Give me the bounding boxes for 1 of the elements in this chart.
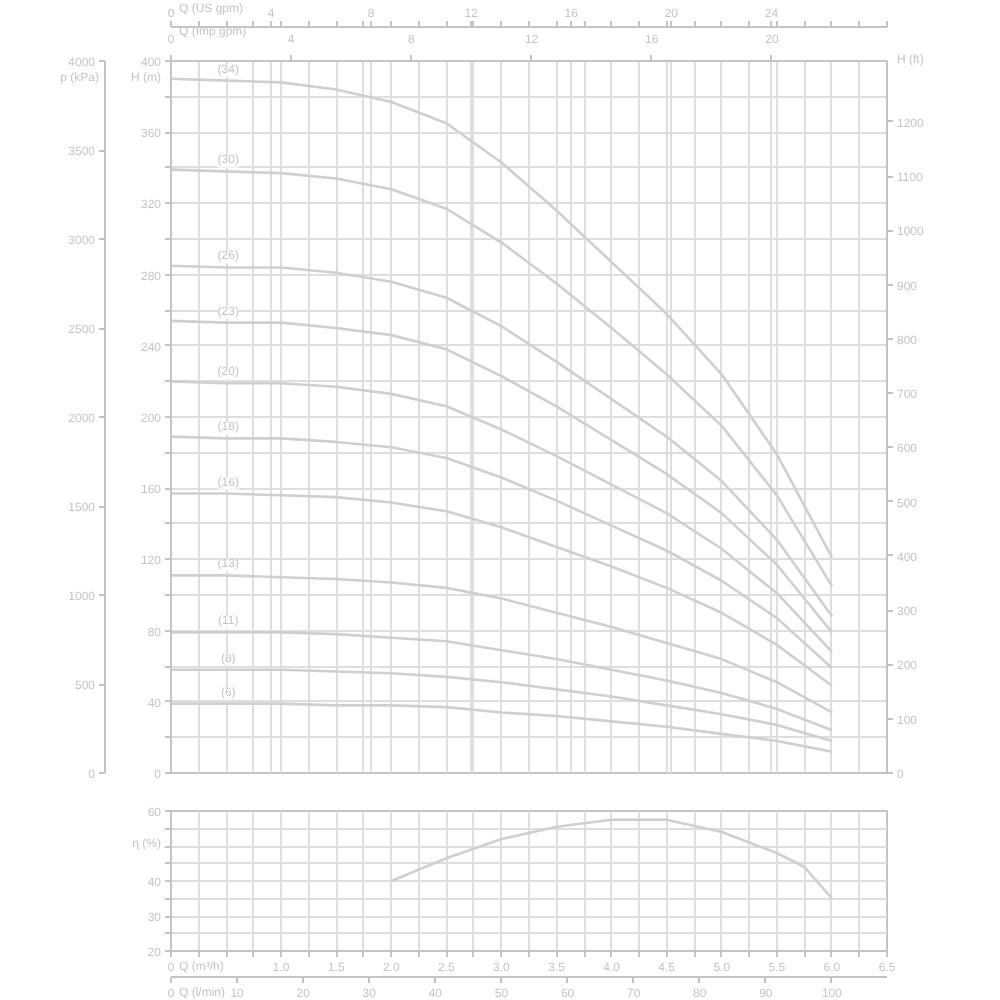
line-series (390, 818, 834, 900)
